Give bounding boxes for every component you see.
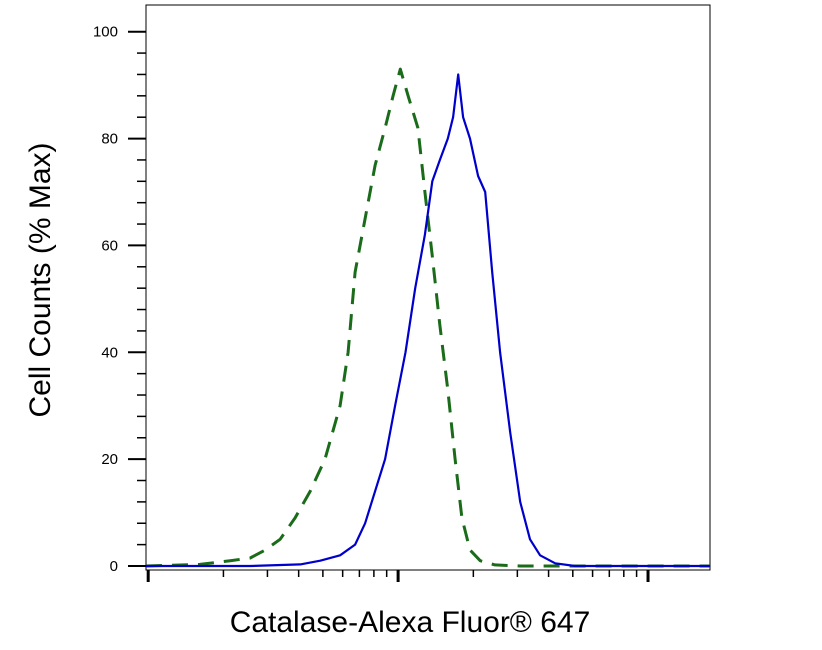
y-tick-label: 80	[101, 131, 118, 148]
y-tick-label: 100	[93, 24, 118, 41]
y-tick-label: 40	[101, 344, 118, 361]
series-line	[146, 73, 710, 568]
x-axis-label: Catalase-Alexa Fluor® 647	[230, 606, 591, 639]
y-tick-label: 20	[101, 451, 118, 468]
y-tick-label: 0	[110, 558, 118, 575]
y-tick-label: 60	[101, 237, 118, 254]
plot-frame	[145, 4, 711, 571]
series-line	[145, 67, 710, 568]
y-axis-label: Cell Counts (% Max)	[24, 142, 57, 417]
